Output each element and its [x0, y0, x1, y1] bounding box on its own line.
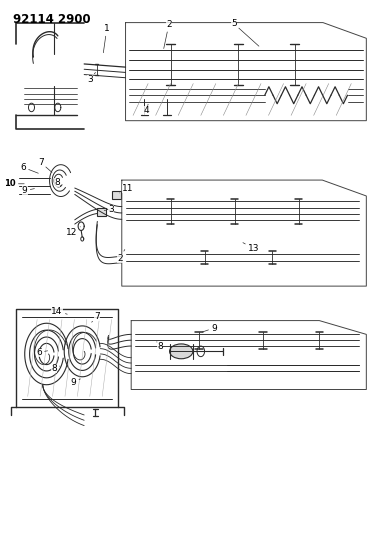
Text: 8: 8 — [157, 342, 163, 351]
Bar — [113, 191, 121, 199]
Text: 12: 12 — [66, 227, 80, 237]
Text: 11: 11 — [120, 183, 133, 193]
Text: 6: 6 — [20, 163, 38, 173]
Bar — [97, 208, 106, 216]
Text: 5: 5 — [231, 19, 259, 46]
Text: 7: 7 — [92, 312, 100, 322]
Text: 1: 1 — [103, 25, 110, 53]
Text: 4: 4 — [143, 104, 149, 115]
Text: 2: 2 — [117, 249, 125, 263]
Text: 8: 8 — [54, 177, 61, 187]
Text: 13: 13 — [243, 243, 259, 253]
Text: 92114 2900: 92114 2900 — [13, 13, 90, 26]
Text: 2: 2 — [164, 20, 172, 49]
Text: 8: 8 — [51, 364, 60, 373]
Text: 7: 7 — [38, 158, 52, 172]
Text: 6: 6 — [36, 348, 48, 357]
Text: 9: 9 — [71, 377, 80, 386]
Text: 3: 3 — [87, 72, 96, 84]
Text: 9: 9 — [203, 324, 217, 333]
Text: 10: 10 — [4, 179, 16, 188]
Text: 14: 14 — [52, 306, 67, 316]
Text: 3: 3 — [104, 205, 114, 214]
Ellipse shape — [169, 344, 193, 359]
Text: 9: 9 — [22, 186, 34, 195]
